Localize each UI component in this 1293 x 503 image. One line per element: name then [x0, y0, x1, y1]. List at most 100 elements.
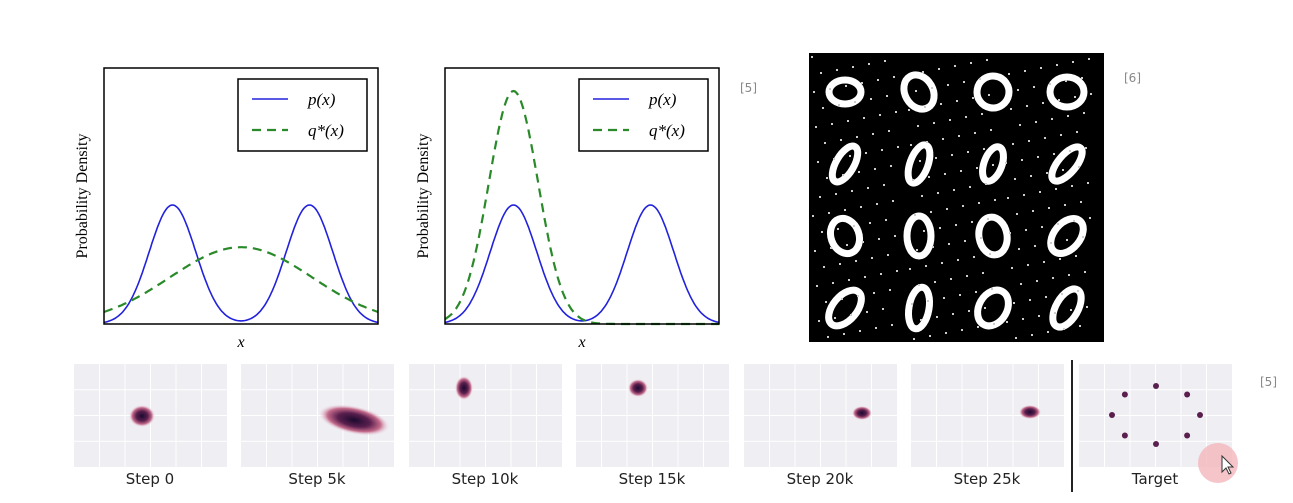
- noise: [971, 221, 973, 223]
- density-blob: [628, 379, 648, 397]
- noise: [911, 303, 913, 305]
- noise: [863, 117, 865, 119]
- noise: [1067, 115, 1069, 117]
- noise: [1009, 232, 1011, 234]
- x-axis-label: x: [577, 334, 585, 351]
- noise: [1012, 143, 1014, 145]
- noise: [892, 200, 894, 202]
- digit: [1047, 215, 1087, 257]
- noise: [931, 87, 933, 89]
- noise: [886, 95, 888, 97]
- noise: [1051, 118, 1053, 120]
- noise: [914, 214, 916, 216]
- legend-label: p(x): [307, 90, 336, 109]
- noise: [938, 68, 940, 70]
- noise: [936, 316, 938, 318]
- noise: [1017, 89, 1019, 91]
- noise: [890, 165, 892, 167]
- step-label: Step 5k: [288, 470, 345, 488]
- noise: [856, 136, 858, 138]
- step-label: Step 10k: [452, 470, 519, 488]
- noise: [1046, 172, 1048, 174]
- density-blob: [129, 405, 155, 427]
- noise: [988, 94, 990, 96]
- noise: [870, 98, 872, 100]
- noise: [1050, 242, 1052, 244]
- noise: [847, 120, 849, 122]
- density-blob: [318, 404, 390, 436]
- noise: [846, 244, 848, 246]
- noise: [981, 113, 983, 115]
- noise: [853, 225, 855, 227]
- noise: [933, 122, 935, 124]
- noise: [1068, 274, 1070, 276]
- noise: [874, 168, 876, 170]
- step-label: Step 20k: [787, 470, 854, 488]
- noise: [843, 333, 845, 335]
- noise: [946, 208, 948, 210]
- noise: [980, 237, 982, 239]
- noise: [829, 88, 831, 90]
- noise: [821, 231, 823, 233]
- noise: [830, 247, 832, 249]
- noise: [908, 109, 910, 111]
- plot-frame: [444, 67, 720, 325]
- noise: [927, 300, 929, 302]
- noise: [868, 63, 870, 65]
- noise: [1084, 271, 1086, 273]
- noise: [1011, 267, 1013, 269]
- noise: [1086, 306, 1088, 308]
- noise: [987, 218, 989, 220]
- noise: [1042, 102, 1044, 104]
- noise: [825, 301, 827, 303]
- noise: [1033, 86, 1035, 88]
- citation: [5]: [740, 81, 757, 95]
- noise: [1034, 245, 1036, 247]
- noise: [860, 206, 862, 208]
- noise: [1038, 315, 1040, 317]
- noise: [935, 157, 937, 159]
- noise: [885, 219, 887, 221]
- noise: [1044, 137, 1046, 139]
- noise: [814, 250, 816, 252]
- noise: [1013, 302, 1015, 304]
- noise: [1030, 175, 1032, 177]
- target-mode: [1109, 412, 1115, 418]
- noise: [1026, 105, 1028, 107]
- noise: [861, 82, 863, 84]
- noise: [990, 129, 992, 131]
- noise: [1062, 169, 1064, 171]
- noise: [1078, 166, 1080, 168]
- noise: [852, 66, 854, 68]
- noise: [952, 313, 954, 315]
- noise: [881, 149, 883, 151]
- noise: [917, 125, 919, 127]
- noise: [982, 272, 984, 274]
- target-mode: [1153, 441, 1159, 447]
- noise: [932, 246, 934, 248]
- noise: [913, 338, 915, 340]
- noise: [1081, 77, 1083, 79]
- noise: [943, 297, 945, 299]
- noise: [1045, 296, 1047, 298]
- noise: [993, 323, 995, 325]
- plot-frame: [103, 67, 379, 325]
- noise: [992, 164, 994, 166]
- noise: [1082, 236, 1084, 238]
- noise: [859, 330, 861, 332]
- noise: [813, 91, 815, 93]
- noise: [925, 265, 927, 267]
- noise: [867, 187, 869, 189]
- noise: [1085, 147, 1087, 149]
- noise: [1019, 124, 1021, 126]
- digit: [825, 286, 865, 330]
- noise: [1059, 258, 1061, 260]
- noise: [983, 148, 985, 150]
- target-mode: [1121, 391, 1128, 398]
- noise: [1070, 309, 1072, 311]
- noise: [1074, 96, 1076, 98]
- noise: [928, 176, 930, 178]
- noise: [972, 97, 974, 99]
- noise: [959, 294, 961, 296]
